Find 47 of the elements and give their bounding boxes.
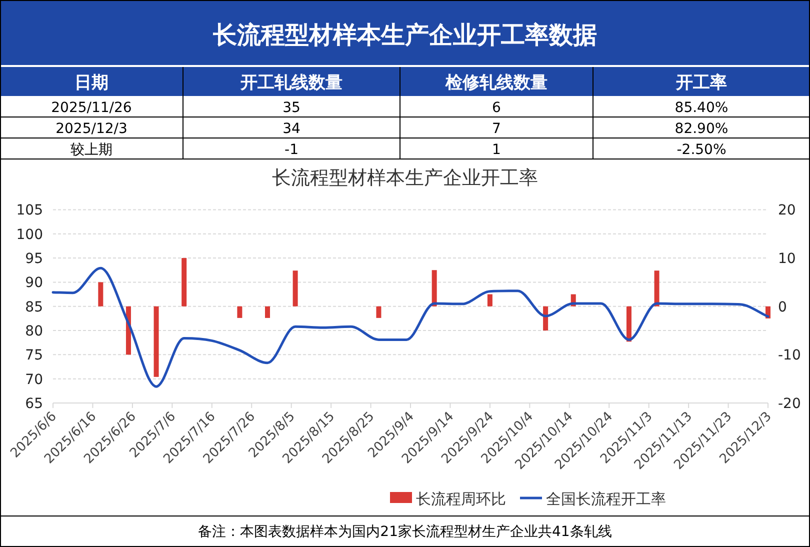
bar: [237, 306, 242, 318]
text: 2025/11/26: [51, 100, 132, 116]
line-series: [52, 266, 770, 388]
y2-tick-label: -10: [778, 348, 801, 364]
text: 35: [282, 100, 300, 116]
y-tick-label: 100: [16, 226, 43, 243]
legend-label: 长流程周环比: [416, 490, 506, 508]
text: 7: [492, 121, 501, 137]
text: 备注：本图表数据样本为国内21家长流程型材生产企业共41条轧线: [198, 524, 612, 540]
text: 82.90%: [674, 121, 728, 137]
bar: [265, 306, 270, 318]
bar: [432, 270, 437, 306]
y-tick-label: 85: [25, 299, 43, 316]
bar: [292, 270, 298, 306]
text: -1: [284, 142, 298, 158]
y-tick-label: 80: [25, 324, 43, 340]
y2-tick-label: 0: [778, 299, 787, 316]
bar: [182, 258, 187, 306]
bar: [487, 294, 492, 306]
category-label: 日期: [74, 73, 108, 93]
text: 85.40%: [674, 100, 728, 116]
bar: [98, 282, 104, 306]
text: 6: [492, 100, 502, 116]
y-tick-label: 65: [25, 396, 43, 412]
bar: [376, 306, 382, 318]
y-tick-label: 75: [25, 348, 43, 364]
text: 较上期: [70, 142, 112, 158]
chart-title: 长流程型材样本生产企业开工率: [272, 167, 538, 189]
text: 长流程型材样本生产企业开工率数据: [212, 21, 597, 49]
y-tick-label: 105: [16, 202, 43, 219]
bar: [654, 270, 660, 306]
y-tick-label: 90: [25, 275, 43, 292]
y2-tick-label: -20: [778, 396, 801, 412]
bar: [154, 306, 159, 377]
y-tick-label: 95: [25, 251, 43, 268]
legend-label: 全国长流程开工率: [546, 490, 666, 508]
y2-tick-label: 10: [778, 251, 796, 268]
text: 34: [282, 121, 300, 137]
category-label: 开工轧线数量: [240, 73, 342, 93]
bar: [626, 306, 632, 342]
y2-tick-label: 20: [778, 202, 796, 219]
category-label: 开工率: [675, 73, 727, 93]
y-tick-label: 70: [25, 372, 43, 388]
text: 2025/12/3: [56, 121, 128, 137]
category-label: 检修轧线数量: [444, 73, 548, 93]
text: -2.50%: [676, 142, 726, 158]
text: 1: [492, 142, 501, 158]
